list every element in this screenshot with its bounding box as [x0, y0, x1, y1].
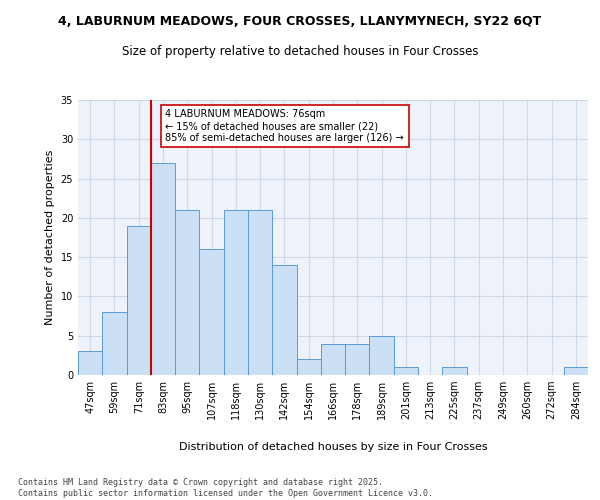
Text: Distribution of detached houses by size in Four Crosses: Distribution of detached houses by size … [179, 442, 487, 452]
Bar [248, 210, 272, 375]
Text: 4 LABURNUM MEADOWS: 76sqm
← 15% of detached houses are smaller (22)
85% of semi-: 4 LABURNUM MEADOWS: 76sqm ← 15% of detac… [166, 110, 404, 142]
Y-axis label: Number of detached properties: Number of detached properties [45, 150, 55, 325]
Bar [78, 352, 102, 375]
Bar [394, 367, 418, 375]
Bar [296, 360, 321, 375]
Bar [175, 210, 199, 375]
Bar [151, 163, 175, 375]
Text: Size of property relative to detached houses in Four Crosses: Size of property relative to detached ho… [122, 45, 478, 58]
Bar [199, 250, 224, 375]
Bar [272, 265, 296, 375]
Bar [102, 312, 127, 375]
Bar [345, 344, 370, 375]
Bar [370, 336, 394, 375]
Bar [127, 226, 151, 375]
Bar [442, 367, 467, 375]
Text: 4, LABURNUM MEADOWS, FOUR CROSSES, LLANYMYNECH, SY22 6QT: 4, LABURNUM MEADOWS, FOUR CROSSES, LLANY… [58, 15, 542, 28]
Text: Contains HM Land Registry data © Crown copyright and database right 2025.
Contai: Contains HM Land Registry data © Crown c… [18, 478, 433, 498]
Bar [564, 367, 588, 375]
Bar [224, 210, 248, 375]
Bar [321, 344, 345, 375]
